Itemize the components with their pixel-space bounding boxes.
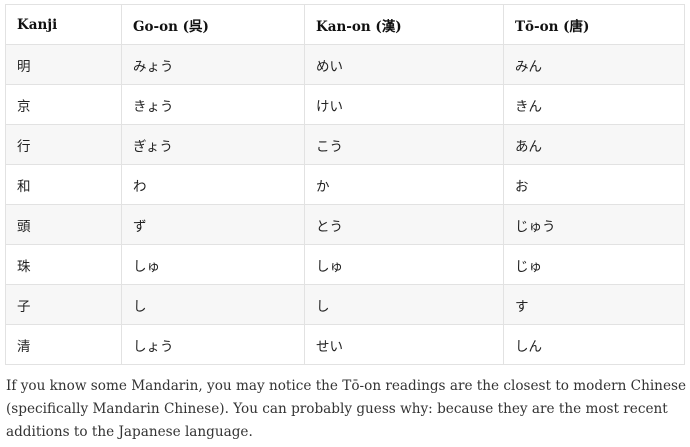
cell-to-on: じゅう (503, 204, 685, 245)
table-row: 珠 しゅ しゅ じゅ (5, 244, 685, 285)
cell-go-on: しゅ (121, 244, 305, 285)
cell-to-on: あん (503, 124, 685, 165)
cell-kan-on: せい (304, 324, 504, 365)
cell-kanji: 清 (5, 324, 122, 365)
table-row: 京 きょう けい きん (5, 84, 685, 125)
cell-kanji: 行 (5, 124, 122, 165)
cell-go-on: みょう (121, 44, 305, 85)
cell-kan-on: し (304, 284, 504, 325)
cell-go-on: しょう (121, 324, 305, 365)
cell-to-on: みん (503, 44, 685, 85)
header-kanji: Kanji (5, 4, 122, 45)
table-row: 行 ぎょう こう あん (5, 124, 685, 165)
table-row: 明 みょう めい みん (5, 44, 685, 85)
table-row: 頭 ず とう じゅう (5, 204, 685, 245)
cell-kanji: 京 (5, 84, 122, 125)
table-row: 和 わ か お (5, 164, 685, 205)
cell-kanji: 頭 (5, 204, 122, 245)
cell-kanji: 和 (5, 164, 122, 205)
cell-to-on: お (503, 164, 685, 205)
cell-kan-on: とう (304, 204, 504, 245)
table-row: 清 しょう せい しん (5, 324, 685, 365)
header-to-on: Tō-on (唐) (503, 4, 685, 45)
cell-kan-on: か (304, 164, 504, 205)
cell-go-on: ぎょう (121, 124, 305, 165)
cell-go-on: ず (121, 204, 305, 245)
cell-go-on: きょう (121, 84, 305, 125)
cell-kan-on: けい (304, 84, 504, 125)
cell-go-on: し (121, 284, 305, 325)
cell-kan-on: めい (304, 44, 504, 85)
readings-table-container: Kanji Go-on (呉) Kan-on (漢) Tō-on (唐) 明 み… (5, 4, 685, 365)
cell-to-on: じゅ (503, 244, 685, 285)
body-paragraph: If you know some Mandarin, you may notic… (6, 378, 687, 440)
cell-kanji: 珠 (5, 244, 122, 285)
cell-kan-on: こう (304, 124, 504, 165)
header-kan-on: Kan-on (漢) (304, 4, 504, 45)
kanji-readings-table: Kanji Go-on (呉) Kan-on (漢) Tō-on (唐) 明 み… (5, 4, 685, 365)
table-row: 子 し し す (5, 284, 685, 325)
cell-kanji: 明 (5, 44, 122, 85)
cell-go-on: わ (121, 164, 305, 205)
cell-to-on: す (503, 284, 685, 325)
cell-to-on: しん (503, 324, 685, 365)
cell-kanji: 子 (5, 284, 122, 325)
cell-kan-on: しゅ (304, 244, 504, 285)
cell-to-on: きん (503, 84, 685, 125)
header-go-on: Go-on (呉) (121, 4, 305, 45)
table-header-row: Kanji Go-on (呉) Kan-on (漢) Tō-on (唐) (5, 4, 685, 45)
